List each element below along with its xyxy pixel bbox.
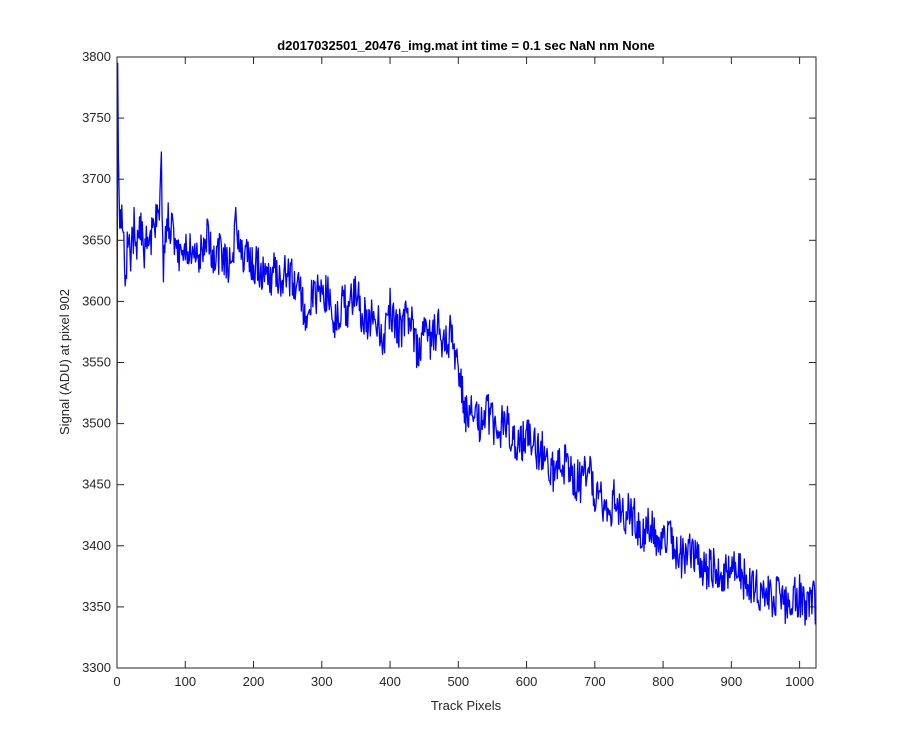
y-tick-label: 3750 [82,110,111,125]
x-tick-label: 1000 [785,674,814,689]
x-axis-label: Track Pixels [431,698,502,713]
x-tick-label: 200 [243,674,265,689]
y-tick-label: 3650 [82,232,111,247]
y-tick-label: 3600 [82,293,111,308]
signal-line [116,62,817,626]
y-tick-label: 3300 [82,660,111,675]
y-tick-label: 3450 [82,477,111,492]
y-tick-label: 3350 [82,599,111,614]
x-tick-label: 800 [652,674,674,689]
y-tick-label: 3500 [82,416,111,431]
y-tick-label: 3550 [82,355,111,370]
x-tick-label: 300 [311,674,333,689]
x-tick-label: 600 [516,674,538,689]
y-tick-label: 3400 [82,538,111,553]
x-tick-label: 500 [447,674,469,689]
axes-box [116,56,817,669]
x-tick-label: 700 [584,674,606,689]
y-axis-label: Signal (ADU) at pixel 902 [57,289,72,435]
x-axis: 0 100 200 300 400 500 600 700 800 900 1000 [113,57,814,689]
x-tick-label: 400 [379,674,401,689]
x-tick-label: 100 [174,674,196,689]
y-axis: 3300 3350 3400 3450 3500 3550 3600 3650 3700 3750… [82,49,816,675]
chart-title: d2017032501_20476_img.mat int time = 0.1… [277,38,655,53]
y-tick-label: 3800 [82,49,111,64]
x-tick-label: 900 [721,674,743,689]
x-tick-label: 0 [113,674,120,689]
y-tick-label: 3700 [82,171,111,186]
